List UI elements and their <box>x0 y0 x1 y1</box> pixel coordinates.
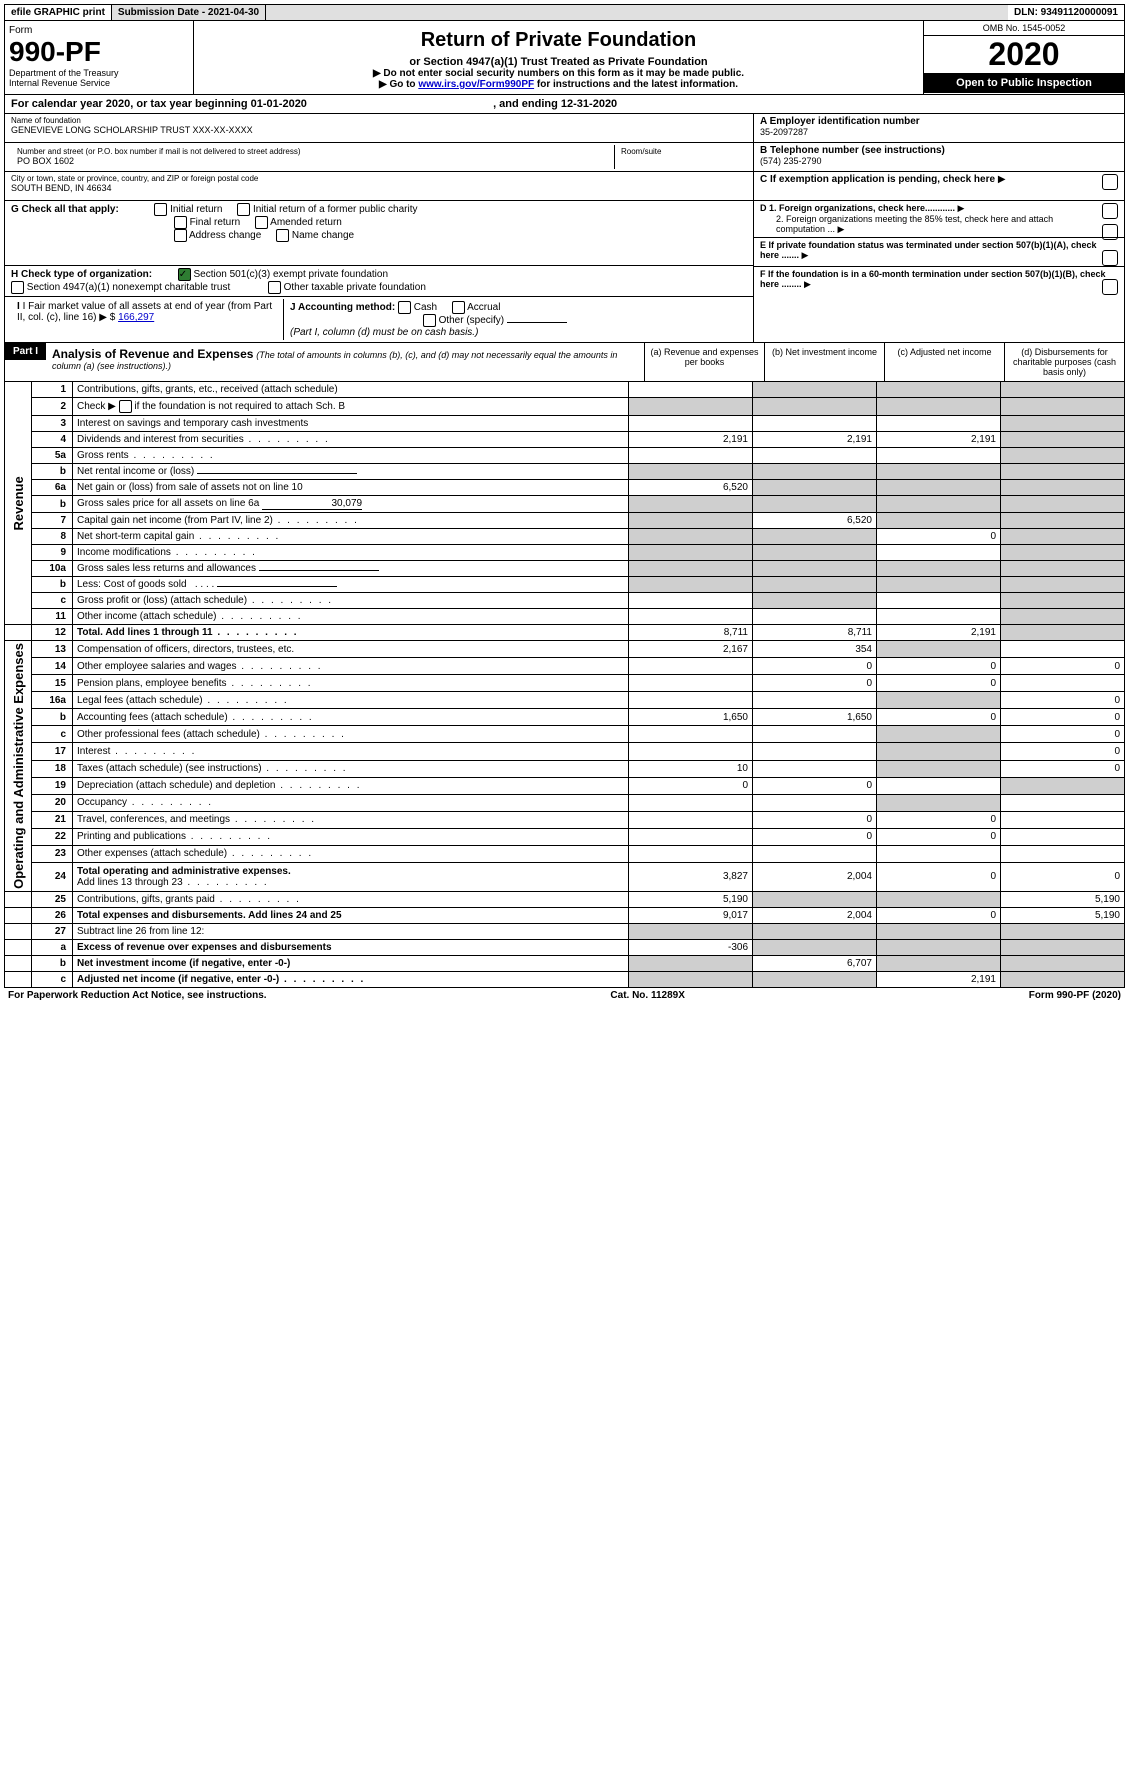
phone: (574) 235-2790 <box>760 156 1118 166</box>
other-method-checkbox[interactable] <box>423 314 436 327</box>
cat-no: Cat. No. 11289X <box>610 990 684 1001</box>
submission-date: Submission Date - 2021-04-30 <box>112 5 266 20</box>
revenue-section-label: Revenue <box>5 382 32 625</box>
ein: 35-2097287 <box>760 127 1118 137</box>
ein-label: A Employer identification number <box>760 116 1118 127</box>
name-change-checkbox[interactable] <box>276 229 289 242</box>
accrual-checkbox[interactable] <box>452 301 465 314</box>
efile-label: efile GRAPHIC print <box>5 5 112 20</box>
form-number: 990-PF <box>9 36 189 68</box>
room-label: Room/suite <box>621 147 741 156</box>
form-subtitle: or Section 4947(a)(1) Trust Treated as P… <box>198 56 919 68</box>
address: PO BOX 1602 <box>17 156 608 166</box>
e-checkbox[interactable] <box>1102 250 1118 266</box>
other-taxable-checkbox[interactable] <box>268 281 281 294</box>
d1-label: D 1. Foreign organizations, check here..… <box>760 203 955 213</box>
name-label: Name of foundation <box>11 116 747 125</box>
e-label: E If private foundation status was termi… <box>760 240 1097 260</box>
calendar-year-row: For calendar year 2020, or tax year begi… <box>4 95 1125 114</box>
part1-title: Analysis of Revenue and Expenses <box>52 347 253 361</box>
col-c-header: (c) Adjusted net income <box>884 343 1004 381</box>
foundation-name: GENEVIEVE LONG SCHOLARSHIP TRUST XXX-XX-… <box>11 125 747 135</box>
f-checkbox[interactable] <box>1102 279 1118 295</box>
h-label: H Check type of organization: <box>11 269 152 280</box>
j-label: J Accounting method: <box>290 302 395 313</box>
part1-label: Part I <box>5 343 46 360</box>
c-checkbox[interactable] <box>1102 174 1118 190</box>
paperwork-notice: For Paperwork Reduction Act Notice, see … <box>8 990 267 1001</box>
city-label: City or town, state or province, country… <box>11 174 747 183</box>
form-title: Return of Private Foundation <box>198 29 919 52</box>
irs-label: Internal Revenue Service <box>9 78 189 88</box>
amended-return-checkbox[interactable] <box>255 216 268 229</box>
cash-basis-note: (Part I, column (d) must be on cash basi… <box>290 327 478 338</box>
initial-return-checkbox[interactable] <box>154 203 167 216</box>
4947-checkbox[interactable] <box>11 281 24 294</box>
expenses-section-label: Operating and Administrative Expenses <box>5 641 32 892</box>
cash-checkbox[interactable] <box>398 301 411 314</box>
ssn-note: ▶ Do not enter social security numbers o… <box>198 68 919 79</box>
part1-header-row: Part I Analysis of Revenue and Expenses … <box>4 343 1125 382</box>
d1-checkbox[interactable] <box>1102 203 1118 219</box>
omb-number: OMB No. 1545-0052 <box>924 21 1124 36</box>
schb-checkbox[interactable] <box>119 400 132 413</box>
f-label: F If the foundation is in a 60-month ter… <box>760 269 1106 289</box>
phone-label: B Telephone number (see instructions) <box>760 145 1118 156</box>
col-d-header: (d) Disbursements for charitable purpose… <box>1004 343 1124 381</box>
city-state-zip: SOUTH BEND, IN 46634 <box>11 183 747 193</box>
addr-label: Number and street (or P.O. box number if… <box>17 147 608 156</box>
fmv-value[interactable]: 166,297 <box>118 312 154 323</box>
info-section: Name of foundation GENEVIEVE LONG SCHOLA… <box>4 114 1125 343</box>
part1-table: Revenue 1Contributions, gifts, grants, e… <box>4 382 1125 988</box>
final-return-checkbox[interactable] <box>174 216 187 229</box>
open-public: Open to Public Inspection <box>924 73 1124 93</box>
form-label: Form <box>9 25 189 36</box>
address-change-checkbox[interactable] <box>174 229 187 242</box>
dln: DLN: 93491120000091 <box>1008 5 1124 20</box>
d2-checkbox[interactable] <box>1102 224 1118 240</box>
dept-treasury: Department of the Treasury <box>9 68 189 78</box>
col-a-header: (a) Revenue and expenses per books <box>644 343 764 381</box>
tax-year: 2020 <box>924 36 1124 73</box>
page-footer: For Paperwork Reduction Act Notice, see … <box>4 988 1125 1003</box>
top-bar: efile GRAPHIC print Submission Date - 20… <box>4 4 1125 21</box>
col-b-header: (b) Net investment income <box>764 343 884 381</box>
c-label: C If exemption application is pending, c… <box>760 174 995 185</box>
initial-former-checkbox[interactable] <box>237 203 250 216</box>
irs-link[interactable]: www.irs.gov/Form990PF <box>418 79 534 90</box>
g-label: G Check all that apply: <box>11 204 119 215</box>
501c3-checkbox[interactable]: ✓ <box>178 268 191 281</box>
form-ref: Form 990-PF (2020) <box>1029 990 1121 1001</box>
goto-note: ▶ Go to www.irs.gov/Form990PF for instru… <box>198 79 919 90</box>
form-header: Form 990-PF Department of the Treasury I… <box>4 21 1125 95</box>
d2-label: 2. Foreign organizations meeting the 85%… <box>776 214 1053 234</box>
